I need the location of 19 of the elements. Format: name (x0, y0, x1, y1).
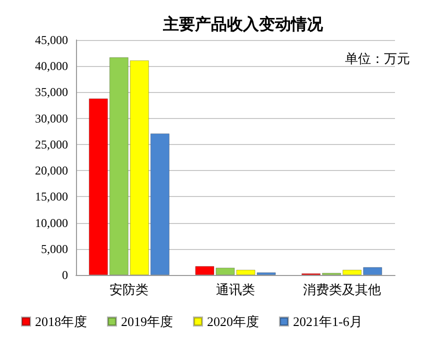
y-tick-label: 5,000 (41, 242, 68, 256)
y-tick-label: 35,000 (35, 85, 68, 100)
y-tick-label: 40,000 (35, 59, 68, 74)
legend-label: 2018年度 (35, 314, 87, 329)
annotation: 单位：万元 (345, 51, 410, 66)
legend-label: 2020年度 (207, 314, 259, 329)
y-tick-label: 0 (62, 268, 68, 282)
chart-title: 主要产品收入变动情况 (162, 14, 324, 34)
y-tick-label: 45,000 (35, 33, 68, 47)
x-tick-label: 安防类 (110, 282, 149, 297)
y-tick-label: 25,000 (35, 137, 68, 152)
y-tick-label: 20,000 (35, 164, 68, 178)
x-tick-label: 消费类及其他 (302, 282, 381, 297)
y-tick-label: 10,000 (35, 216, 68, 230)
y-tick-label: 30,000 (35, 111, 68, 126)
legend-label: 2019年度 (121, 314, 173, 329)
y-tick-label: 15,000 (35, 190, 68, 204)
x-tick-label: 通讯类 (216, 282, 255, 297)
legend-label: 2021年1-6月 (293, 314, 362, 329)
